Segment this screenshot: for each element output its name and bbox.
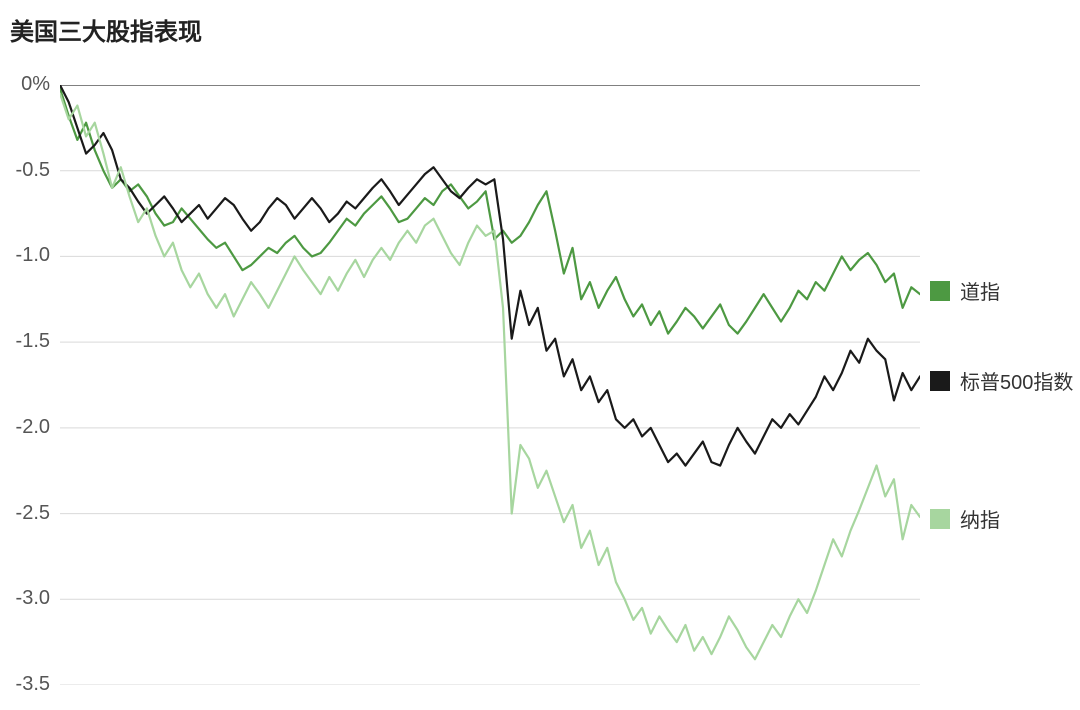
y-tick-label: -3.0 [0, 587, 50, 610]
chart-plot [60, 85, 920, 685]
y-tick-label: 0% [0, 73, 50, 96]
legend-label-sp500: 标普500指数 [960, 366, 1073, 395]
y-tick-label: -1.0 [0, 244, 50, 267]
legend-swatch-dow [930, 281, 950, 301]
legend-item-dow: 道指 [930, 276, 1000, 305]
y-tick-label: -0.5 [0, 159, 50, 182]
legend-swatch-sp500 [930, 371, 950, 391]
y-tick-label: -2.0 [0, 416, 50, 439]
chart-container: 美国三大股指表现 0%-0.5-1.0-1.5-2.0-2.5-3.0-3.5 … [0, 0, 1080, 710]
series-line-dow [60, 88, 920, 333]
y-tick-label: -2.5 [0, 502, 50, 525]
series-line-sp500 [60, 85, 920, 466]
legend-item-nasdaq: 纳指 [930, 504, 1000, 533]
legend-label-dow: 道指 [960, 276, 1000, 305]
y-tick-label: -1.5 [0, 330, 50, 353]
legend-label-nasdaq: 纳指 [960, 504, 1000, 533]
chart-title: 美国三大股指表现 [10, 12, 202, 47]
y-tick-label: -3.5 [0, 673, 50, 696]
legend-swatch-nasdaq [930, 509, 950, 529]
legend-item-sp500: 标普500指数 [930, 366, 1073, 395]
series-line-nasdaq [60, 94, 920, 660]
